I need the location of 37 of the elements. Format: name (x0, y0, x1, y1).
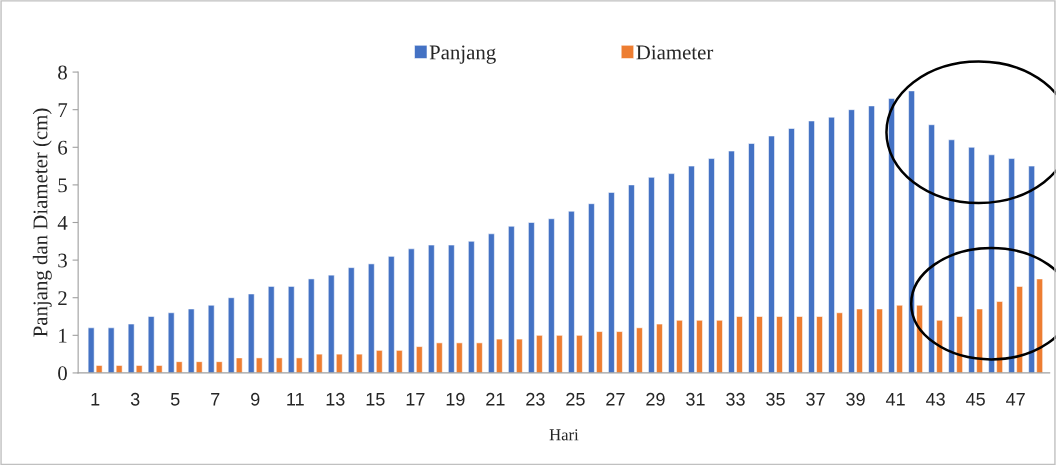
y-tick-label: 4 (57, 216, 68, 230)
x-tick-label: 1 (91, 393, 100, 406)
x-tick-label: 31 (686, 392, 705, 406)
x-tick-label: 35 (766, 392, 785, 406)
x-tick-label: 29 (646, 392, 665, 406)
x-tick-label: 33 (726, 392, 745, 406)
x-tick-label: 47 (1006, 393, 1025, 406)
y-tick-label: 3 (58, 253, 67, 268)
x-tick-label: 23 (526, 392, 545, 406)
x-tick-label: 15 (366, 393, 385, 406)
legend-label: Diameter (636, 45, 714, 60)
x-tick-label: 5 (170, 393, 180, 406)
x-tick-label: 41 (885, 393, 905, 406)
x-tick-label: 11 (287, 393, 304, 406)
x-tick-label: 3 (130, 392, 140, 406)
x-tick-label: 25 (566, 392, 585, 406)
y-tick-label: 6 (58, 140, 68, 155)
legend-label: Panjang (429, 45, 496, 64)
y-axis-title: Panjang dan Diameter (cm) (32, 108, 52, 337)
x-axis-title: Hari (549, 429, 579, 441)
y-tick-label: 7 (58, 103, 68, 117)
x-tick-label: 27 (606, 392, 625, 406)
x-tick-label: 19 (446, 392, 465, 406)
y-tick-label: 1 (59, 328, 67, 343)
y-tick-label: 5 (58, 178, 67, 193)
x-tick-label: 45 (966, 393, 985, 406)
x-tick-label: 43 (925, 392, 945, 406)
x-tick-label: 13 (326, 392, 345, 406)
x-tick-label: 21 (486, 392, 505, 406)
y-tick-label: 8 (58, 65, 67, 80)
x-tick-label: 39 (846, 392, 865, 406)
y-tick-label: 0 (58, 366, 67, 381)
y-tick-label: 2 (58, 291, 67, 305)
x-tick-label: 9 (251, 392, 260, 406)
x-tick-label: 37 (806, 392, 825, 406)
x-tick-label: 17 (406, 393, 425, 406)
x-tick-label: 7 (211, 393, 220, 406)
